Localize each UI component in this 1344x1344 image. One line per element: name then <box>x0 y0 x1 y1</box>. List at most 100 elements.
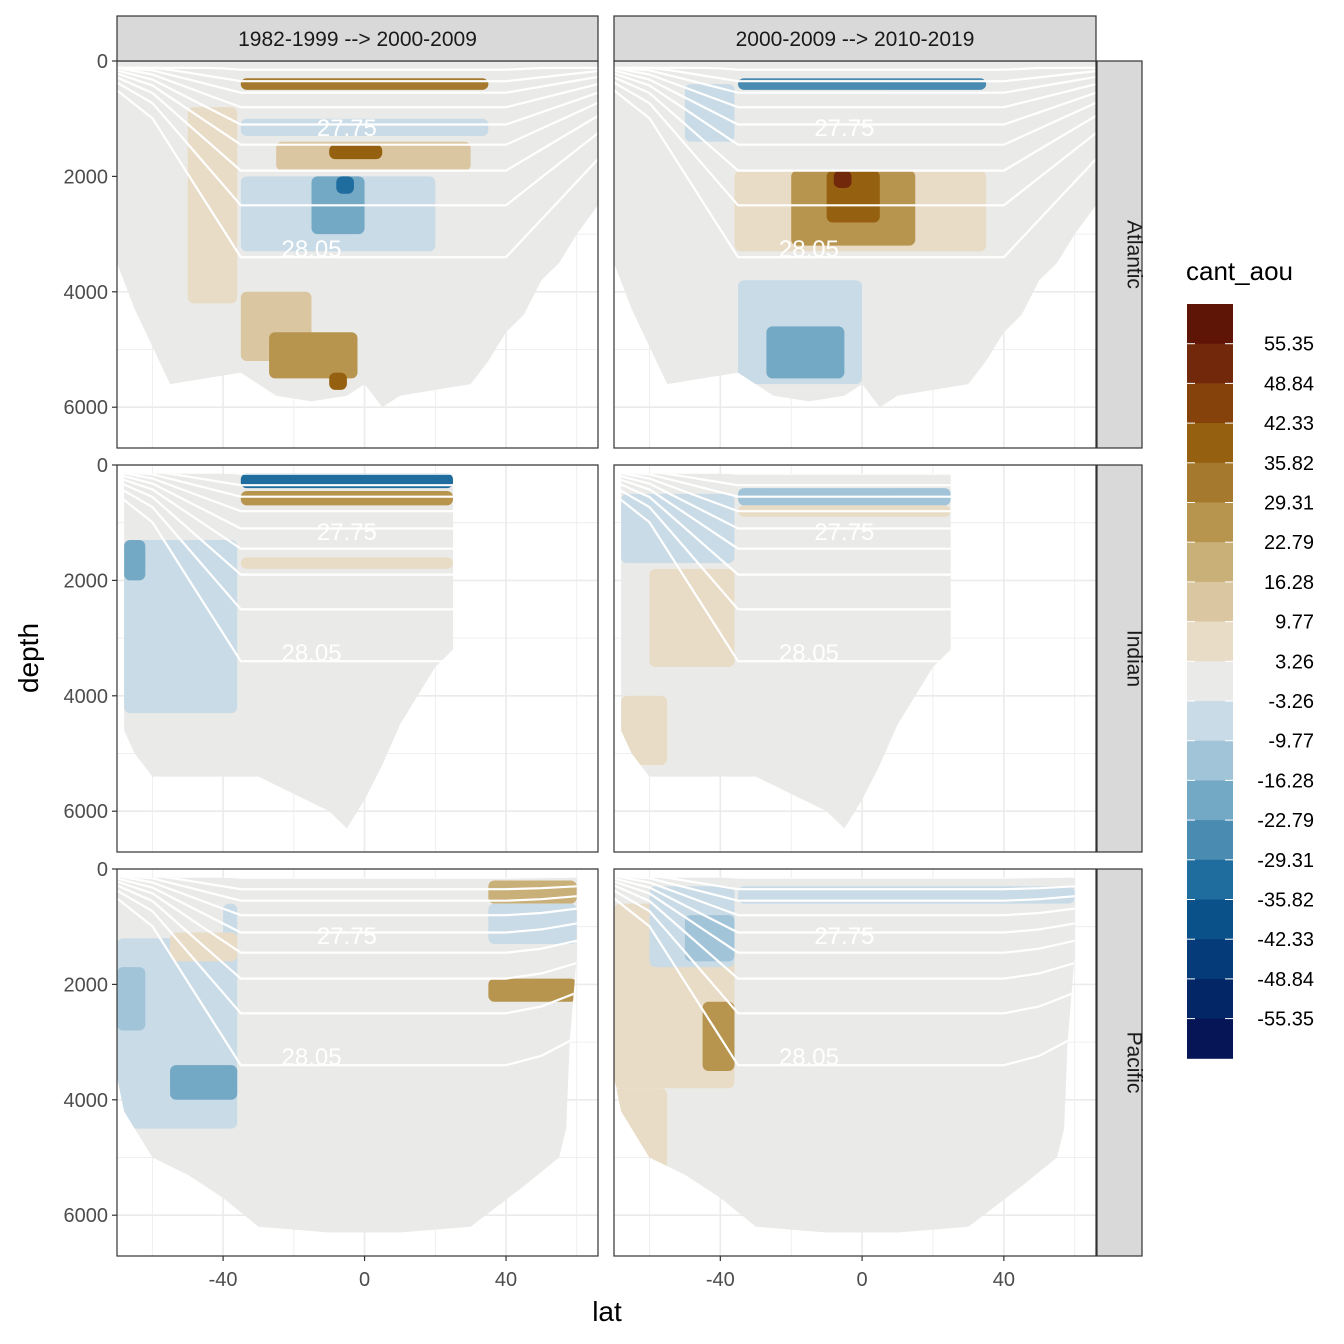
x-tick-label: 40 <box>495 1269 517 1291</box>
isopycnals <box>614 877 1075 1067</box>
legend-key <box>1187 423 1233 464</box>
isopycnal-line <box>614 877 1075 917</box>
isopycnal-line <box>614 81 1096 207</box>
legend-title: cant_aou <box>1186 256 1293 286</box>
isopycnal-label: 28.05 <box>281 640 341 667</box>
isopycnal-label: 27.75 <box>317 115 377 142</box>
isopycnal-line <box>117 877 577 891</box>
isopycnal-line <box>621 476 951 550</box>
contour-cell <box>240 490 453 506</box>
isopycnals <box>117 877 577 1067</box>
legend-label: 55.35 <box>1264 334 1314 356</box>
contour-cell <box>336 176 354 194</box>
contour-cell <box>240 118 489 137</box>
isopycnal-line <box>614 76 1096 172</box>
isopycnal-line <box>117 897 577 1067</box>
legend-key <box>1187 661 1233 702</box>
isopycnal-line <box>621 473 951 530</box>
y-tick-label: 0 <box>97 859 108 881</box>
isopycnal-label: 27.75 <box>814 519 874 546</box>
isopycnal-line <box>117 69 598 126</box>
legend-key <box>1187 780 1233 821</box>
column-strip-label: 2000-2009 --> 2010-2019 <box>736 28 975 51</box>
row-strip <box>1096 60 1143 449</box>
isopycnal-line <box>614 884 1075 980</box>
isopycnals <box>117 66 598 259</box>
contour-cell <box>649 568 735 667</box>
isopycnal-line <box>614 889 1075 1015</box>
legend-label: -3.26 <box>1268 691 1314 713</box>
y-tick-label: 2000 <box>64 166 109 188</box>
isopycnal-line <box>614 66 1096 83</box>
row-strip <box>1096 464 1143 853</box>
row-strip <box>1096 868 1143 1257</box>
isopycnal-line <box>621 493 951 663</box>
contour-cell <box>329 144 383 160</box>
legend-key <box>1187 502 1233 543</box>
panels: 27.75 28.05 27.75 28.05 27.75 28.05 27.75 28.05… <box>116 60 1097 1257</box>
legend-key <box>1187 1018 1233 1059</box>
isopycnal-line <box>614 66 1096 109</box>
isopycnal-line <box>117 72 598 146</box>
isopycnal-line <box>117 81 598 207</box>
isopycnal-line <box>614 72 1096 146</box>
isopycnal-line <box>117 66 598 71</box>
panel-atlantic-2: 27.75 28.05 <box>613 60 1097 449</box>
legend-key <box>1187 740 1233 781</box>
contour-cell <box>684 84 735 142</box>
legend-key <box>1187 939 1233 980</box>
contour-cell <box>766 326 845 379</box>
contour-cell <box>240 78 489 90</box>
legend-label: 3.26 <box>1275 651 1314 673</box>
legend-key <box>1187 383 1233 424</box>
isopycnal-line <box>614 69 1096 126</box>
y-tick-label: 6000 <box>64 397 109 419</box>
isopycnal-line <box>117 880 577 954</box>
panel-border <box>613 868 1097 1257</box>
legend-key <box>1187 542 1233 583</box>
isopycnal-line <box>117 89 598 259</box>
isopycnal-line <box>621 473 951 513</box>
legend: cant_aou 55.35 48.84 42.33 35.82 29.31 22.79 1… <box>1186 256 1314 1059</box>
legend-label: 35.82 <box>1264 453 1314 475</box>
legend-label: -55.35 <box>1257 1009 1314 1031</box>
contour-cell <box>833 170 852 188</box>
legend-key <box>1187 621 1233 662</box>
legend-label: -42.33 <box>1257 929 1314 951</box>
panel-pacific-1: 27.75 28.05 <box>116 868 599 1257</box>
x-tick-label: -40 <box>209 1269 238 1291</box>
contour-cell <box>621 695 668 766</box>
legend-key <box>1187 462 1233 503</box>
column-strip <box>116 15 599 62</box>
x-axis-title: lat <box>592 1296 622 1327</box>
panel-indian-1: 27.75 28.05 <box>116 464 599 853</box>
panel-indian-2: 27.75 28.05 <box>613 464 1097 853</box>
legend-key <box>1187 899 1233 940</box>
isopycnals <box>614 66 1096 259</box>
y-tick-label: 0 <box>97 51 108 73</box>
isopycnal-line <box>614 66 1096 94</box>
y-tick-label: 4000 <box>64 686 109 708</box>
legend-label: 42.33 <box>1264 413 1314 435</box>
isopycnal-label: 28.05 <box>779 640 839 667</box>
y-tick-label: 4000 <box>64 282 109 304</box>
isopycnal-line <box>124 473 453 498</box>
row-strip-label: Pacific <box>1123 1032 1146 1094</box>
y-tick-label: 4000 <box>64 1090 109 1112</box>
isopycnal-label: 27.75 <box>814 923 874 950</box>
isopycnal-line <box>117 877 577 917</box>
isopycnal-label: 28.05 <box>779 1044 839 1071</box>
panel-border <box>116 464 599 853</box>
contour-cell <box>738 886 1075 904</box>
contour-cell <box>170 1065 238 1100</box>
isopycnals <box>621 473 951 663</box>
isopycnal-line <box>614 877 1075 891</box>
axes: 020004000600002000400060000200040006000-… <box>64 51 1015 1291</box>
contour-cell <box>124 540 146 581</box>
legend-label: -9.77 <box>1268 731 1314 753</box>
legend-label: 9.77 <box>1275 612 1314 634</box>
isopycnal-line <box>621 473 951 498</box>
isopycnal-line <box>117 66 598 83</box>
y-tick-label: 0 <box>97 455 108 477</box>
